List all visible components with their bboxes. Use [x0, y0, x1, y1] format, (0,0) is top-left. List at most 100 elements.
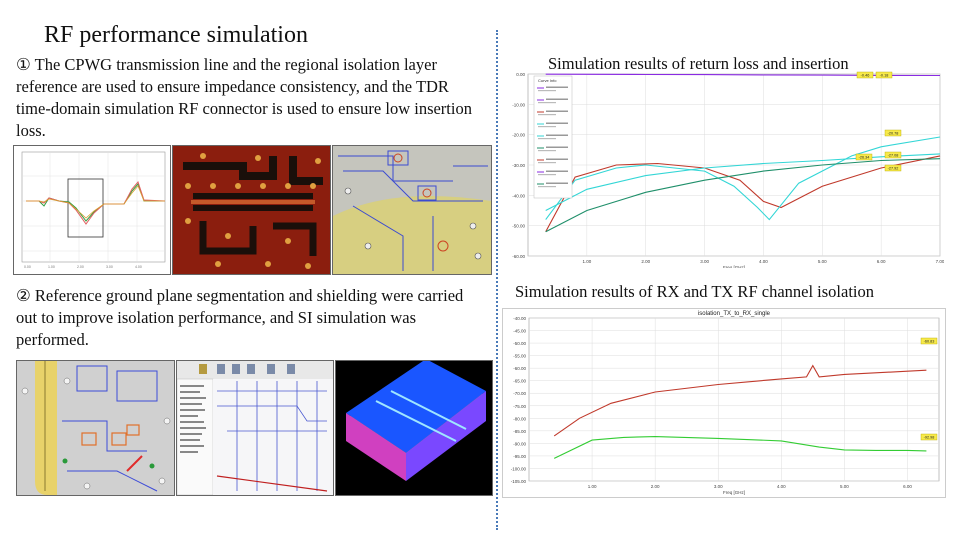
y-tick-label: -40.00 — [512, 193, 525, 198]
y-tick-label: -95.00 — [513, 454, 526, 459]
marker-label-4: -27.08 — [884, 151, 902, 159]
series-line-4 — [545, 158, 941, 233]
svg-text:0.00: 0.00 — [24, 265, 31, 269]
y-tick-label: -100.00 — [511, 466, 527, 471]
legend-entry-subtext — [538, 186, 556, 188]
marker-value: -0.46 — [861, 74, 870, 78]
marker-box — [884, 129, 902, 137]
marker-box — [884, 151, 902, 159]
chart1-title: Simulation results of return loss and in… — [548, 54, 849, 73]
marker-label-1: -0.18 — [875, 71, 893, 79]
y-tick-label: -60.00 — [512, 254, 525, 259]
slide-title: RF performance simulation — [44, 22, 308, 48]
x-tick-label: 7.00 — [936, 259, 944, 264]
marker-label-0: -0.46 — [856, 71, 874, 79]
svg-text:2.00: 2.00 — [77, 265, 84, 269]
legend-entry-subtext — [538, 102, 556, 104]
y-tick-label: -45.00 — [513, 329, 526, 334]
legend-entry-text — [546, 122, 568, 124]
y-tick-label: -65.00 — [513, 379, 526, 384]
marker-label-3: -26.34 — [855, 153, 873, 161]
y-tick-label: -85.00 — [513, 429, 526, 434]
legend-entry-subtext — [538, 114, 556, 116]
y-tick-label: -55.00 — [513, 354, 526, 359]
isolation-chart: -40.00 -45.00 -50.00 -55.00 -60.00 -65.00 -70.… — [502, 308, 946, 498]
marker-value: -0.18 — [880, 74, 889, 78]
x-tick-label: 3.00 — [714, 484, 723, 489]
si-simulation-tool-screenshot — [176, 360, 334, 496]
marker-value: -20.78 — [888, 132, 899, 136]
isolation-chart-svg: -40.00 -45.00 -50.00 -55.00 -60.00 -65.00 -70.… — [511, 311, 940, 495]
y-tick-label: -75.00 — [513, 404, 526, 409]
legend-entry-text — [546, 86, 568, 88]
legend-entry-text — [546, 134, 568, 136]
y-tick-label: -90.00 — [513, 441, 526, 446]
legend-entry-subtext — [538, 174, 556, 176]
x-tick-label: 1.00 — [588, 484, 597, 489]
marker-box — [884, 164, 902, 172]
column-divider — [496, 30, 498, 530]
svg-text:4.00: 4.00 — [135, 265, 142, 269]
y-tick-label: -80.00 — [513, 416, 526, 421]
legend-entry-text — [546, 182, 568, 184]
ground-plane-layout-image — [16, 360, 175, 496]
marker-value: -60.83 — [924, 340, 935, 344]
y-tick-label: -10.00 — [512, 102, 525, 107]
tdr-simulation-plot-image: 0.00 1.00 2.00 3.00 4.00 — [13, 145, 171, 275]
marker-label-2: -20.78 — [884, 129, 902, 137]
x-tick-label: 4.00 — [777, 484, 786, 489]
x-axis-label: Freq [GHz] — [723, 265, 745, 268]
marker-box — [920, 433, 938, 441]
marker-box — [875, 71, 893, 79]
plot-area — [528, 317, 940, 482]
y-tick-label: -50.00 — [512, 224, 525, 229]
legend-entry-subtext — [538, 90, 556, 92]
legend-entry-text — [546, 158, 568, 160]
legend-entry-subtext — [538, 138, 556, 140]
legend-entry-text — [546, 146, 568, 148]
marker-label-5: -27.92 — [884, 164, 902, 172]
marker-box — [856, 71, 874, 79]
chart2-title: Simulation results of RX and TX RF chann… — [515, 282, 875, 301]
legend-entry-subtext — [538, 150, 556, 152]
y-tick-label: -60.00 — [513, 366, 526, 371]
cpwg-layout-image — [172, 145, 331, 275]
legend-box — [533, 75, 573, 199]
y-tick-label: -105.00 — [511, 479, 527, 484]
svg-text:1.00: 1.00 — [48, 265, 55, 269]
x-tick-label: 1.00 — [582, 259, 591, 264]
y-tick-label: -70.00 — [513, 391, 526, 396]
x-tick-label: 2.00 — [651, 484, 660, 489]
y-tick-label: -40.00 — [513, 316, 526, 321]
x-tick-label: 5.00 — [818, 259, 827, 264]
paragraph-ground-plane: ② Reference ground plane segmentation an… — [16, 286, 464, 349]
x-tick-label: 5.00 — [840, 484, 849, 489]
x-tick-label: 3.00 — [700, 259, 709, 264]
legend: Curve Info — [533, 75, 573, 199]
marker-value: -27.08 — [888, 154, 899, 158]
3d-stackup-image — [335, 360, 493, 496]
legend-entry-text — [546, 110, 568, 112]
x-tick-label: 6.00 — [903, 484, 912, 489]
return-loss-chart: 0.00 -10.00 -20.00 -30.00 -40.00 -50.00 -60.00… — [502, 70, 945, 270]
svg-text:3.00: 3.00 — [106, 265, 113, 269]
legend-entry-text — [546, 98, 568, 100]
x-axis-label: Freq [GHz] — [723, 490, 745, 495]
marker-box — [855, 153, 873, 161]
y-tick-label: -20.00 — [512, 133, 525, 138]
legend-entry-subtext — [538, 162, 556, 164]
marker-value: -27.92 — [888, 167, 899, 171]
marker-value: -26.34 — [859, 156, 870, 160]
marker-label-1: -92.98 — [920, 433, 938, 441]
marker-label-0: -60.83 — [920, 337, 938, 345]
isolation-layer-layout-image — [332, 145, 492, 275]
series-line-0 — [553, 364, 927, 437]
y-tick-label: -50.00 — [513, 341, 526, 346]
y-tick-label: -30.00 — [512, 163, 525, 168]
series-line-1 — [553, 436, 927, 459]
paragraph-cpwg: ① The CPWG transmission line and the reg… — [16, 55, 472, 140]
series-line-1 — [545, 155, 941, 232]
legend-title: Curve Info — [538, 78, 557, 83]
x-tick-label: 6.00 — [877, 259, 886, 264]
x-tick-label: 2.00 — [641, 259, 650, 264]
